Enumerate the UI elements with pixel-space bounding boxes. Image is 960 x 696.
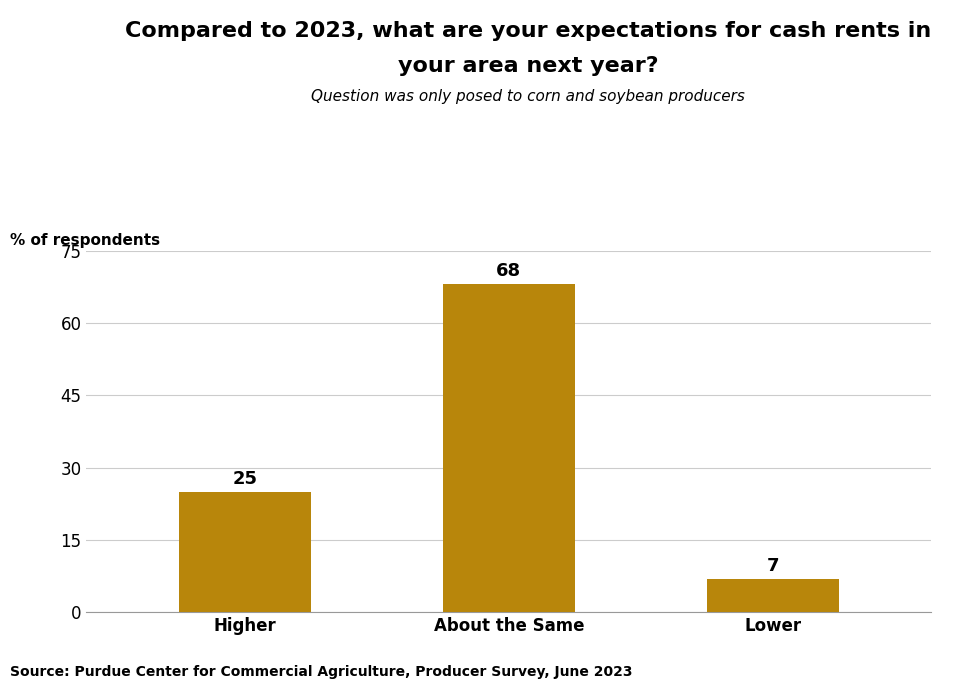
Text: 68: 68 [496,262,521,280]
Text: Question was only posed to corn and soybean producers: Question was only posed to corn and soyb… [311,88,745,104]
Text: % of respondents: % of respondents [10,232,159,248]
Text: your area next year?: your area next year? [397,56,659,76]
Text: Compared to 2023, what are your expectations for cash rents in: Compared to 2023, what are your expectat… [125,22,931,41]
Text: Source: Purdue Center for Commercial Agriculture, Producer Survey, June 2023: Source: Purdue Center for Commercial Agr… [10,665,632,679]
Bar [443,285,575,612]
Text: 25: 25 [232,470,257,488]
Text: 7: 7 [766,557,780,575]
Bar [707,578,839,612]
Bar [179,492,311,612]
